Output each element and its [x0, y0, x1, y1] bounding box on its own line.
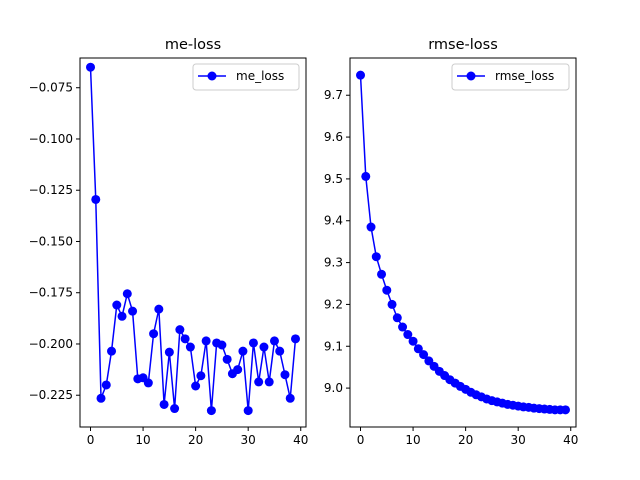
y-tick-label: 9.1: [324, 339, 343, 353]
data-point: [377, 269, 387, 279]
legend-box: [451, 63, 570, 91]
data-point: [196, 371, 206, 381]
data-point: [361, 171, 371, 181]
y-tick-label: 9.5: [324, 172, 343, 186]
data-point: [259, 342, 269, 352]
data-point: [86, 62, 96, 72]
data-point: [280, 370, 290, 380]
x-tick-label: 40: [293, 433, 308, 447]
series-layer: [356, 70, 570, 415]
chart-title: rmse-loss: [428, 37, 498, 53]
data-point: [217, 340, 227, 350]
x-tick-label: 20: [188, 433, 203, 447]
data-point: [122, 289, 132, 299]
me-loss-panel: me-loss 0 10 20 30 40 −0.075 −0.100 −0.125 −0.1…: [29, 37, 309, 447]
rmse-loss-panel: rmse-loss 0 10 20 30 40 9.09.19.29.39.49.59.…: [324, 37, 578, 447]
data-point: [269, 336, 279, 346]
data-point: [285, 393, 295, 403]
data-point: [180, 334, 190, 344]
data-point: [143, 378, 153, 388]
legend-box: [192, 63, 300, 91]
data-point: [398, 322, 408, 332]
x-tick-label: 10: [135, 433, 150, 447]
data-point: [254, 377, 264, 387]
data-point: [101, 380, 111, 390]
data-point: [128, 306, 138, 316]
data-point: [403, 330, 413, 340]
y-axis: 9.0 9.1 9.2 9.3 9.4 9.5 9.6 9.7: [324, 88, 350, 395]
data-point: [248, 338, 258, 348]
data-point: [371, 252, 381, 262]
data-point: [387, 299, 397, 309]
data-point: [243, 406, 253, 416]
x-axis: 0 10 20 30 40: [87, 427, 308, 447]
legend: rmse_loss: [451, 63, 570, 91]
data-point: [175, 325, 185, 335]
y-tick-label: −0.150: [29, 234, 73, 248]
legend-label: rmse_loss: [495, 69, 554, 83]
x-tick-label: 30: [511, 433, 526, 447]
y-tick-label: 9.2: [324, 297, 343, 311]
legend-marker: [207, 71, 217, 81]
data-point: [419, 350, 429, 360]
data-point: [149, 329, 159, 339]
legend-marker: [466, 71, 476, 81]
axes-frame: [349, 57, 577, 428]
x-tick-label: 0: [87, 433, 95, 447]
data-point: [238, 346, 248, 356]
data-point: [222, 354, 232, 364]
y-tick-label: 9.3: [324, 256, 343, 270]
y-tick-label: −0.125: [29, 183, 73, 197]
y-tick-label: −0.225: [29, 388, 73, 402]
data-point: [164, 347, 174, 357]
data-point: [275, 346, 285, 356]
data-point: [170, 404, 180, 414]
y-tick-label: 9.4: [324, 214, 343, 228]
x-tick-label: 30: [241, 433, 256, 447]
data-point: [413, 344, 423, 354]
data-point: [560, 405, 570, 415]
data-point: [408, 336, 418, 346]
y-axis: −0.075 −0.100 −0.125 −0.150 −0.175 −0.200 −0.2…: [29, 81, 80, 402]
data-point: [159, 399, 169, 409]
y-tick-label: 9.0: [324, 381, 343, 395]
data-point: [107, 346, 117, 356]
x-tick-label: 40: [563, 433, 578, 447]
y-tick-label: −0.200: [29, 337, 73, 351]
data-point: [264, 377, 274, 387]
data-point: [356, 70, 366, 80]
data-point: [233, 365, 243, 375]
data-point: [154, 304, 164, 314]
data-point: [392, 313, 402, 323]
legend: me_loss: [192, 63, 300, 91]
y-tick-label: −0.100: [29, 132, 73, 146]
data-point: [206, 406, 216, 416]
y-tick-label: −0.075: [29, 81, 73, 95]
data-point: [117, 311, 127, 321]
data-point: [112, 300, 122, 310]
series-layer: [86, 62, 300, 416]
x-tick-label: 0: [357, 433, 365, 447]
legend-label: me_loss: [236, 69, 284, 83]
data-point: [191, 381, 201, 391]
data-point: [366, 222, 376, 232]
series-line: [89, 67, 297, 412]
data-point: [96, 393, 106, 403]
data-point: [91, 194, 101, 204]
y-tick-label: 9.7: [324, 88, 343, 102]
y-tick-label: −0.175: [29, 286, 73, 300]
data-point: [382, 285, 392, 295]
x-tick-label: 20: [458, 433, 473, 447]
y-tick-label: 9.6: [324, 130, 343, 144]
x-axis: 0 10 20 30 40: [357, 427, 578, 447]
x-tick-label: 10: [405, 433, 420, 447]
data-point: [290, 334, 300, 344]
data-point: [201, 336, 211, 346]
axes-frame: [79, 57, 307, 428]
data-point: [185, 342, 195, 352]
chart-title: me-loss: [165, 37, 221, 53]
